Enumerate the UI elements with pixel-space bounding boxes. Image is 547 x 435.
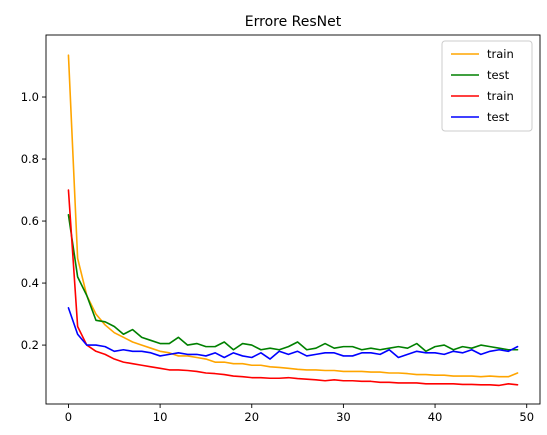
legend-label-4: test bbox=[487, 110, 510, 124]
x-tick-label: 30 bbox=[336, 410, 351, 424]
legend-label-2: test bbox=[487, 68, 510, 82]
x-tick-label: 20 bbox=[244, 410, 259, 424]
series-line-2-test bbox=[67, 214, 519, 353]
legend-label-3: train bbox=[487, 89, 514, 103]
legend-label-1: train bbox=[487, 47, 514, 61]
series-line-4-test bbox=[67, 307, 519, 360]
series-line-1-train bbox=[67, 54, 519, 378]
chart-title: Errore ResNet bbox=[245, 14, 342, 30]
series-layer bbox=[67, 54, 519, 387]
x-tick-label: 40 bbox=[428, 410, 443, 424]
legend-box bbox=[441, 40, 533, 132]
x-tick-label: 50 bbox=[519, 410, 534, 424]
plot-frame bbox=[45, 34, 541, 405]
y-tick-label: 0.8 bbox=[21, 152, 39, 166]
y-tick-label: 1.0 bbox=[21, 90, 39, 104]
legend: train test train test bbox=[441, 40, 533, 132]
series-line-3-train bbox=[67, 189, 519, 387]
y-tick-label: 0.6 bbox=[21, 214, 39, 228]
axes-layer: 0 10 20 30 40 50 0.2 0.4 0.6 0.8 1.0 bbox=[21, 34, 541, 424]
x-tick-label: 10 bbox=[153, 410, 168, 424]
y-tick-label: 0.4 bbox=[21, 276, 39, 290]
y-tick-label: 0.2 bbox=[21, 338, 39, 352]
x-tick-label: 0 bbox=[65, 410, 72, 424]
